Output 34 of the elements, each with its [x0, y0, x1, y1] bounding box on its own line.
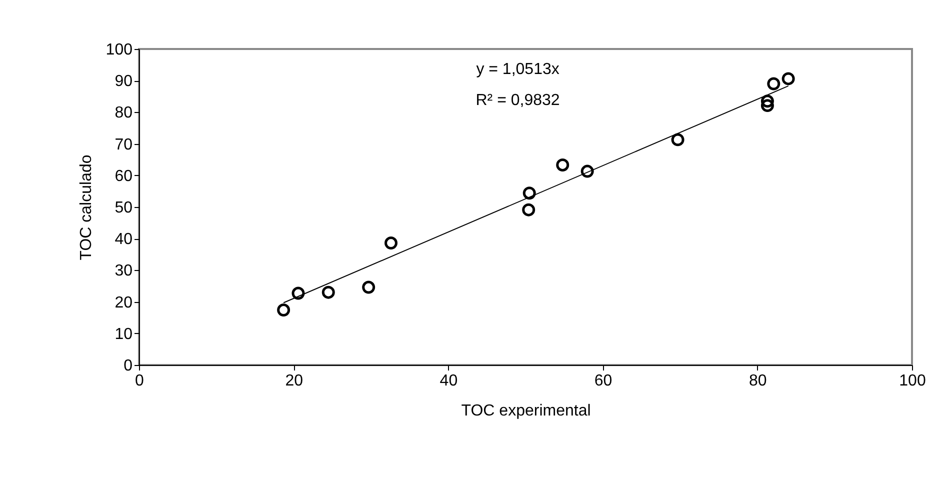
y-tick-label: 20	[114, 294, 133, 312]
point	[782, 72, 795, 86]
point	[767, 77, 780, 90]
x-tick-label: 60	[594, 372, 612, 390]
annotation: y = 1,0513x	[476, 61, 560, 78]
y-axis-title: TOC calculado	[78, 154, 95, 260]
point	[671, 133, 684, 146]
point	[580, 164, 594, 178]
annotation: R² = 0,9832	[476, 92, 560, 109]
y-tick-label: 70	[114, 136, 133, 154]
x-tick-label: 100	[899, 372, 926, 390]
point	[292, 286, 305, 300]
point	[322, 286, 335, 299]
y-tick-label: 50	[114, 200, 133, 216]
point	[384, 236, 398, 250]
y-tick-label: 90	[114, 73, 133, 90]
x-axis-title: TOC experimental	[461, 402, 591, 420]
point	[760, 94, 774, 108]
y-tick-label: 100	[106, 42, 133, 58]
point	[556, 158, 570, 172]
x-tick-label: 20	[285, 372, 304, 390]
point	[522, 186, 536, 200]
y-tick-label: 60	[114, 168, 133, 185]
x-tick-label: 0	[135, 372, 144, 390]
y-tick-label: 0	[124, 358, 133, 374]
point	[522, 203, 536, 216]
x-tick-label: 40	[440, 372, 458, 390]
y-tick-label: 40	[114, 231, 133, 248]
x-tick-label: 80	[749, 372, 767, 390]
y-tick-label: 10	[114, 326, 133, 343]
point	[362, 280, 376, 294]
y-tick-label: 80	[114, 104, 133, 122]
y-tick-label: 30	[114, 262, 133, 280]
point	[277, 304, 290, 316]
